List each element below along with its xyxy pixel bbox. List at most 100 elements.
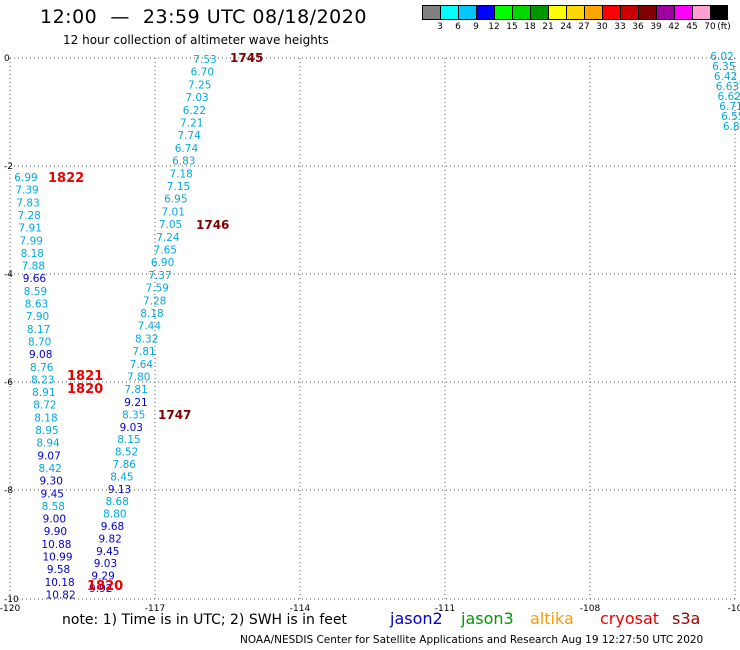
color-scale-label: 9 <box>473 22 479 32</box>
swh-value: 9.03 <box>94 558 117 570</box>
swh-value: 7.28 <box>17 210 40 222</box>
swh-value: 6.81 <box>723 121 740 133</box>
swh-value: 8.91 <box>32 387 55 399</box>
swh-value: 7.15 <box>167 181 190 193</box>
swh-value: 7.59 <box>146 283 169 295</box>
swh-value: 6.55 <box>721 111 740 123</box>
color-scale-label: 18 <box>524 22 536 32</box>
color-scale-label: 24 <box>560 22 572 32</box>
color-scale-label: 12 <box>488 22 500 32</box>
swh-value: 6.95 <box>164 194 187 206</box>
swh-value: 7.53 <box>193 54 216 66</box>
color-swatch <box>476 5 494 20</box>
swh-value: 6.74 <box>175 143 199 155</box>
swh-value: 6.99 <box>14 172 37 184</box>
swh-value: 9.30 <box>40 476 63 488</box>
swh-value: 7.99 <box>20 235 43 247</box>
swh-value: 7.39 <box>15 185 38 197</box>
page-title: 12:00 — 23:59 UTC 08/18/2020 <box>40 6 367 28</box>
swh-value: 7.37 <box>148 270 171 282</box>
swh-value: 6.42 <box>714 71 737 83</box>
swh-value: 6.90 <box>151 257 174 269</box>
color-scale-label: 36 <box>632 22 644 32</box>
swh-value: 9.29 <box>91 571 114 583</box>
swh-value: 6.62 <box>718 91 740 103</box>
satellite-s3a: s3a <box>672 609 701 628</box>
x-tick-label: -117 <box>145 604 165 614</box>
color-scale-label: 27 <box>578 22 590 32</box>
satellite-jason2: jason2 <box>390 609 443 628</box>
swh-value: 7.01 <box>162 206 185 218</box>
swh-value: 7.44 <box>138 321 162 333</box>
swh-value: 9.58 <box>47 564 70 576</box>
y-tick-label: -8 <box>4 486 13 496</box>
color-swatch <box>458 5 476 20</box>
color-scale-label: (ft) <box>717 22 731 32</box>
x-tick-label: -10 <box>728 604 740 614</box>
swh-value: 10.82 <box>46 589 76 601</box>
swh-value: 7.28 <box>143 295 166 307</box>
swh-value: 7.80 <box>127 372 150 384</box>
swh-value: 7.25 <box>188 79 211 91</box>
y-tick-label: -6 <box>4 378 13 388</box>
swh-value: 6.83 <box>172 156 195 168</box>
footer-note: note: 1) Time is in UTC; 2) SWH is in fe… <box>62 612 348 628</box>
swh-value: 8.95 <box>35 425 58 437</box>
swh-value: 8.80 <box>103 509 126 521</box>
color-swatch <box>512 5 530 20</box>
color-scale-labels: 3 6 9 12 15 18 21 24 27 30 33 36 39 42 45 70 (ft) <box>422 22 740 34</box>
time-label: 1746 <box>196 218 229 232</box>
y-tick-label: -10 <box>4 595 19 605</box>
color-swatch <box>674 5 692 20</box>
swh-value: 7.90 <box>26 311 49 323</box>
swh-value: 7.81 <box>124 384 147 396</box>
color-scale-label: 6 <box>455 22 461 32</box>
swh-value: 7.64 <box>130 359 154 371</box>
time-label: 1820 <box>87 579 123 594</box>
color-scale-label: 33 <box>614 22 626 32</box>
time-label: 1745 <box>230 51 263 65</box>
swh-value: 7.05 <box>159 219 182 231</box>
swh-value: 10.99 <box>42 552 72 564</box>
y-tick-label: -4 <box>4 270 13 280</box>
swh-value: 8.42 <box>38 463 61 475</box>
swh-value: 7.86 <box>113 459 137 471</box>
footer-credit: NOAA/NESDIS Center for Satellite Applica… <box>240 634 704 646</box>
time-label: 1747 <box>158 408 191 422</box>
swh-value: 8.58 <box>42 501 65 513</box>
swh-value: 8.70 <box>28 336 51 348</box>
time-label: 1820 <box>67 382 103 397</box>
color-scale-label: 70 <box>704 22 716 32</box>
swh-value: 9.03 <box>120 422 143 434</box>
swh-value: 7.24 <box>156 232 180 244</box>
swh-value: 8.45 <box>110 471 133 483</box>
color-scale-label: 42 <box>668 22 680 32</box>
color-swatch <box>692 5 710 20</box>
color-swatch <box>530 5 548 20</box>
swh-value: 7.83 <box>16 197 39 209</box>
swh-value: 9.92 <box>89 583 112 595</box>
swh-value: 8.17 <box>27 324 50 336</box>
color-swatch <box>620 5 638 20</box>
swh-value: 8.18 <box>21 248 44 260</box>
swh-value: 8.23 <box>31 374 54 386</box>
color-swatch <box>440 5 458 20</box>
swh-value: 7.74 <box>177 130 201 142</box>
color-swatch <box>638 5 656 20</box>
color-swatch <box>602 5 620 20</box>
x-tick-label: -114 <box>290 604 311 614</box>
swh-value: 6.02 <box>710 51 733 63</box>
swh-value: 6.70 <box>191 67 214 79</box>
swh-value: 8.35 <box>122 409 145 421</box>
swh-value: 7.65 <box>154 245 177 257</box>
swh-value: 9.90 <box>44 526 67 538</box>
color-swatch <box>548 5 566 20</box>
swh-value: 7.03 <box>185 92 208 104</box>
color-swatch <box>566 5 584 20</box>
swh-value: 7.21 <box>180 118 203 130</box>
swh-value: 9.45 <box>96 546 119 558</box>
swh-value: 8.59 <box>24 286 47 298</box>
page-subtitle: 12 hour collection of altimeter wave hei… <box>63 33 329 47</box>
color-scale <box>422 5 728 20</box>
